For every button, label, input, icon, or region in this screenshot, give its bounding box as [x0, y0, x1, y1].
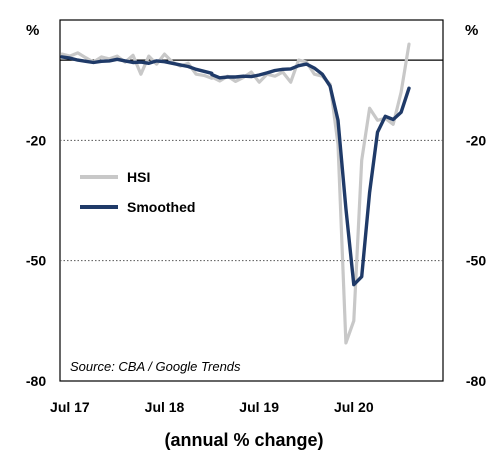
y-axis-tick-labels: -80 -80 -50 -50 -20 -20 — [26, 132, 486, 389]
y-tick-left-neg80: -80 — [26, 373, 46, 389]
source-note: Source: CBA / Google Trends — [70, 359, 241, 374]
x-tick-jul-18: Jul 18 — [145, 399, 185, 415]
y-tick-right-neg20: -20 — [466, 132, 486, 148]
y-axis-unit-right: % — [465, 22, 478, 39]
legend-label-smoothed: Smoothed — [127, 199, 195, 215]
series-group — [60, 42, 411, 345]
y-tick-left-neg20: -20 — [26, 132, 46, 148]
series-line-hsi — [60, 42, 411, 345]
gridlines — [60, 59, 443, 262]
legend: HSI Smoothed — [80, 169, 195, 215]
legend-label-hsi: HSI — [127, 169, 150, 185]
y-tick-left-neg50: -50 — [26, 253, 46, 269]
x-tick-jul-20: Jul 20 — [334, 399, 374, 415]
series-line-smoothed — [60, 55, 411, 287]
y-tick-right-neg80: -80 — [466, 373, 486, 389]
x-tick-jul-19: Jul 19 — [239, 399, 279, 415]
y-axis-unit-left: % — [26, 22, 39, 39]
x-tick-jul-17: Jul 17 — [50, 399, 90, 415]
x-axis-caption: (annual % change) — [164, 430, 323, 450]
x-axis-tick-labels: Jul 17 Jul 18 Jul 19 Jul 20 — [50, 399, 374, 415]
plot-frame — [59, 19, 444, 382]
y-tick-right-neg50: -50 — [466, 253, 486, 269]
